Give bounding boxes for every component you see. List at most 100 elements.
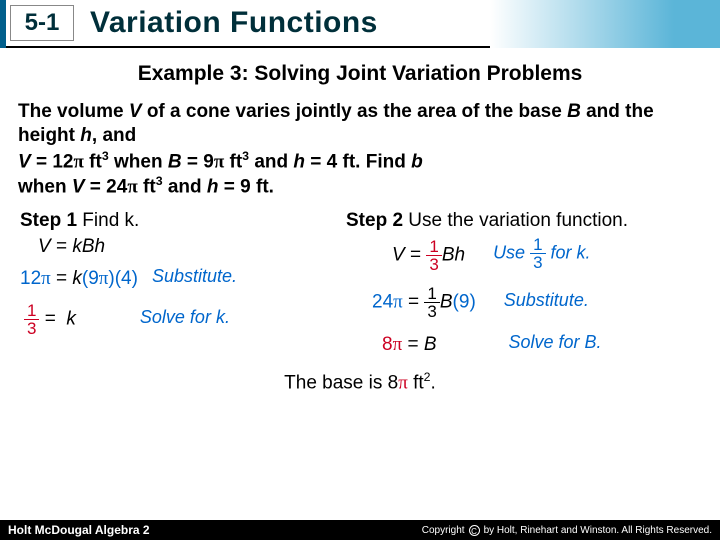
fraction: 13: [424, 285, 439, 320]
footer-right: Copyright C by Holt, Rinehart and Winsto…: [422, 525, 712, 536]
footer-bar: Holt McDougal Algebra 2 Copyright C by H…: [0, 520, 720, 540]
eq-equals: =: [39, 308, 61, 329]
eq-Bh: Bh: [442, 244, 465, 265]
frac-den: 3: [426, 256, 441, 273]
step1-note2: Substitute.: [152, 266, 237, 287]
problem-text: = 12: [31, 151, 74, 172]
problem-text: when: [109, 151, 168, 172]
exponent: 3: [102, 149, 109, 163]
eq-B: B: [440, 291, 453, 312]
pi-symbol: π: [41, 268, 51, 289]
pi-symbol: π: [99, 268, 109, 289]
step1-column: Step 1 Find k. V = kBh 12π = k(9π)(4) Su…: [0, 210, 342, 356]
problem-text: The volume: [18, 101, 129, 122]
step2-eq2: 24π = 13B(9): [372, 285, 476, 320]
step2-rest: Use the variation function.: [403, 210, 628, 231]
exponent: 3: [156, 174, 163, 188]
problem-text: = 24: [85, 177, 128, 198]
step2-bold: Step 2: [346, 210, 403, 231]
step1-eq3-row: 13 = k Solve for k.: [20, 298, 342, 337]
eq-equals: =: [402, 334, 424, 355]
copyright-label: Copyright: [422, 525, 465, 536]
section-number: 5-1: [10, 5, 74, 41]
steps-container: Step 1 Find k. V = kBh 12π = k(9π)(4) Su…: [0, 210, 720, 356]
pi-symbol: π: [214, 151, 224, 172]
problem-text: and: [163, 177, 207, 198]
eq-B: B: [424, 334, 437, 355]
var-b: b: [411, 151, 423, 172]
header-accent: [0, 0, 6, 48]
var-B: B: [567, 101, 581, 122]
eq-k: k: [66, 308, 76, 329]
step1-heading: Step 1 Find k.: [20, 210, 342, 232]
step1-note3: Solve for k.: [140, 307, 230, 328]
pi-symbol: π: [73, 151, 83, 172]
pi-symbol: π: [127, 177, 137, 198]
frac-num: 1: [530, 236, 545, 254]
frac-num: 1: [24, 302, 39, 320]
var-h: h: [293, 151, 305, 172]
problem-text: = 9 ft.: [219, 177, 274, 198]
step1-eq1: V = kBh: [38, 236, 342, 258]
sub-val: 9: [88, 268, 99, 289]
eq-V: V: [392, 244, 405, 265]
note-text: for k.: [546, 242, 591, 262]
step2-column: Step 2 Use the variation function. V = 1…: [342, 210, 720, 356]
frac-num: 1: [424, 285, 439, 303]
example-title: Example 3: Solving Joint Variation Probl…: [0, 62, 720, 86]
result-val: 8: [382, 334, 393, 355]
answer-text: .: [431, 372, 436, 393]
exponent: 2: [424, 370, 431, 384]
problem-text: ft: [84, 151, 102, 172]
eq-equals: =: [51, 236, 73, 257]
step2-eq1-row: V = 13Bh Use 13 for k.: [346, 234, 720, 273]
var-h: h: [80, 125, 92, 146]
step1-bold: Step 1: [20, 210, 77, 231]
step2-heading: Step 2 Use the variation function.: [346, 210, 720, 232]
footer-right-text: by Holt, Rinehart and Winston. All Right…: [484, 525, 712, 536]
sub-val: 12: [20, 268, 41, 289]
problem-text: = 4 ft. Find: [305, 151, 411, 172]
note-text: Use: [493, 242, 530, 262]
header-bar: 5-1 Variation Functions: [0, 0, 720, 48]
step1-eq2-row: 12π = k(9π)(4) Substitute.: [20, 264, 342, 290]
step2-eq3: 8π = B: [382, 334, 437, 356]
var-V: V: [18, 151, 31, 172]
var-h: h: [207, 177, 219, 198]
sub-val: (9): [453, 291, 476, 312]
eq-equals: =: [51, 268, 73, 289]
paren: )(4): [108, 268, 138, 289]
fraction: 13: [24, 302, 39, 337]
pi-symbol: π: [393, 334, 403, 355]
eq-lhs: V: [38, 236, 51, 257]
pi-symbol: π: [398, 372, 408, 393]
eq-equals: =: [403, 291, 425, 312]
step2-note3: Solve for B.: [509, 332, 602, 353]
eq-equals: =: [405, 244, 427, 265]
step2-eq1: V = 13Bh: [392, 238, 465, 273]
problem-text: of a cone varies jointly as the area of …: [142, 101, 568, 122]
header-gradient: [490, 0, 720, 48]
eq-Bh: Bh: [82, 236, 105, 257]
copyright-icon: C: [469, 525, 480, 536]
frac-den: 3: [24, 320, 39, 337]
footer-left: Holt McDougal Algebra 2: [8, 523, 150, 537]
answer-text: The base is 8: [284, 372, 398, 393]
step2-eq3-row: 8π = B Solve for B.: [346, 330, 720, 356]
step2-note1: Use 13 for k.: [493, 236, 591, 271]
problem-text: and: [249, 151, 293, 172]
step2-eq2-row: 24π = 13B(9) Substitute.: [346, 281, 720, 320]
frac-den: 3: [530, 254, 545, 271]
problem-text: , and: [92, 125, 136, 146]
problem-text: ft: [138, 177, 156, 198]
frac-num: 1: [426, 238, 441, 256]
pi-symbol: π: [393, 291, 403, 312]
problem-text: = 9: [182, 151, 214, 172]
problem-text: ft: [224, 151, 242, 172]
step1-eq2: 12π = k(9π)(4): [20, 268, 138, 290]
step1-rest: Find k.: [77, 210, 139, 231]
header-title: Variation Functions: [90, 6, 378, 40]
step1-eq3: 13 = k: [24, 302, 76, 337]
fraction: 13: [530, 236, 545, 271]
eq-k: k: [72, 236, 82, 257]
